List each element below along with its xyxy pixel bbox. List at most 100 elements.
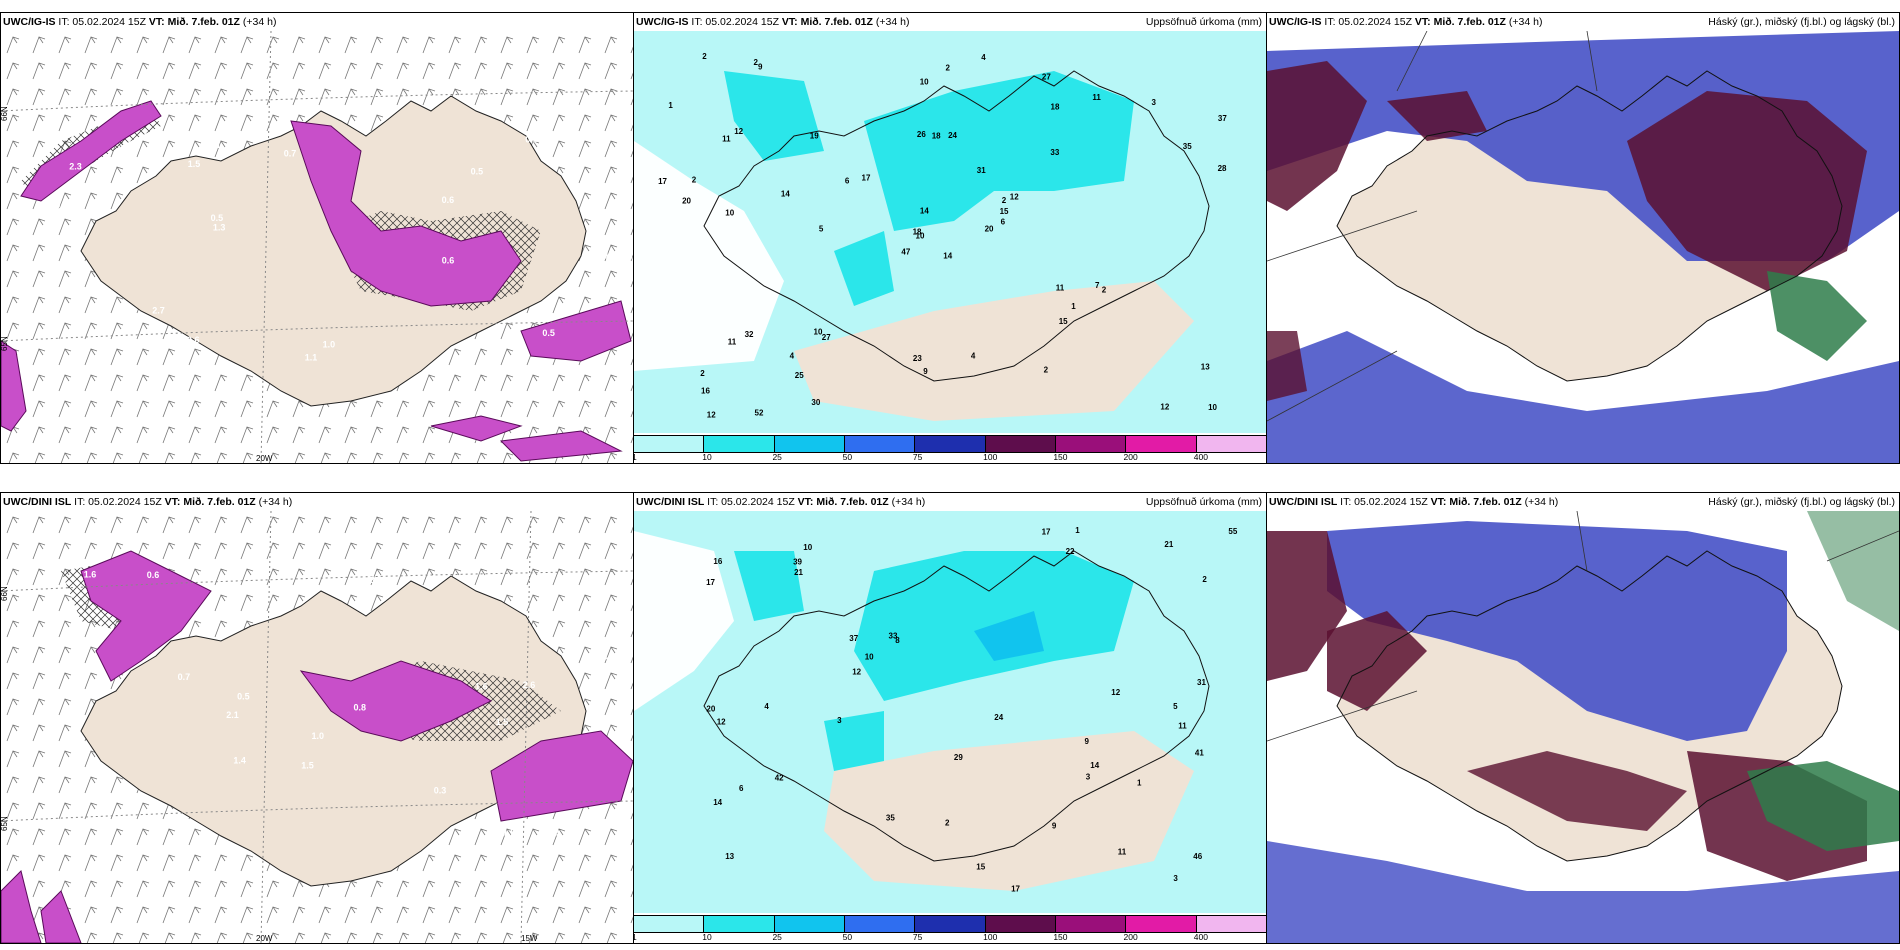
init-time: IT: 05.02.2024 15Z — [74, 496, 162, 508]
value-label: 2.1 — [226, 710, 239, 720]
value-label: 23 — [913, 354, 922, 363]
init-time: IT: 05.02.2024 15Z — [1324, 16, 1412, 28]
value-label: 18 — [1051, 103, 1060, 112]
legend-tick: 400 — [1193, 452, 1208, 462]
legend-swatch — [985, 916, 1056, 932]
value-label: 22 — [1066, 547, 1075, 556]
map-panel-snow-dini[interactable]: UWC/DINI ISL IT: 05.02.2024 15Z VT: Mið.… — [0, 492, 634, 944]
legend-tick: 10 — [702, 932, 712, 942]
value-label: 1.6 — [475, 681, 488, 691]
value-label: 28 — [1218, 164, 1227, 173]
value-label: 10 — [916, 231, 925, 240]
value-label: 1.5 — [188, 159, 201, 169]
value-label: 1.9 — [503, 827, 516, 837]
init-time: IT: 05.02.2024 15Z — [1340, 496, 1428, 508]
value-label: 2 — [692, 176, 697, 185]
value-label: 1 — [1071, 302, 1076, 311]
legend-tick: 1 — [634, 452, 637, 462]
value-label: 35 — [1183, 142, 1192, 151]
value-label: 13 — [725, 852, 734, 861]
value-label: 12 — [734, 127, 743, 136]
value-label: 0.7 — [284, 149, 297, 159]
legend-swatch — [1126, 436, 1197, 452]
legend-tick: 50 — [842, 932, 853, 942]
value-label: 12 — [1111, 688, 1120, 697]
value-label: 17 — [1011, 885, 1020, 894]
map-panel-clouds-igis[interactable]: UWC/IG-IS IT: 05.02.2024 15Z VT: Mið. 7.… — [1266, 12, 1900, 464]
precip-value-labels: 9111310811142237171720164635312924334255… — [706, 526, 1238, 894]
value-label: 2 — [1102, 286, 1107, 295]
value-label: 10 — [1208, 403, 1217, 412]
value-label: 0.9 — [525, 134, 538, 144]
value-label: 1 — [668, 101, 673, 110]
map-panel-snow-igis[interactable]: UWC/IG-IS IT: 05.02.2024 15Z VT: Mið. 7.… — [0, 12, 634, 464]
value-label: 19 — [810, 132, 819, 141]
value-label: 33 — [889, 631, 898, 640]
legend-swatch — [1196, 916, 1266, 932]
valid-time: Mið. 7.feb. 01Z — [1433, 16, 1506, 28]
value-label: 15 — [1000, 207, 1009, 216]
valid-time-label: VT: — [1430, 496, 1447, 508]
value-label: 42 — [775, 773, 784, 782]
panel-title: Háský (gr.), miðský (fj.bl.) og lágský (… — [1708, 496, 1895, 508]
value-label: 0.5 — [471, 167, 484, 177]
legend-swatch — [774, 916, 845, 932]
value-label: 8 — [895, 636, 900, 645]
map-panel-precip-igis[interactable]: UWC/IG-IS IT: 05.02.2024 15Z VT: Mið. 7.… — [633, 12, 1267, 464]
value-label: 12 — [852, 667, 861, 676]
value-label: 17 — [862, 174, 871, 183]
value-label: 12 — [717, 717, 726, 726]
legend-tick: 200 — [1123, 932, 1138, 942]
value-label: 37 — [849, 634, 858, 643]
value-label: 15 — [976, 862, 985, 871]
legend-swatch — [634, 436, 705, 452]
valid-time: Mið. 7.feb. 01Z — [1449, 496, 1522, 508]
value-label: 6 — [1001, 218, 1006, 227]
snow-value-labels: 2.3 1.5 0.6 1.0 0.9 1.1 0.6 1.3 1.1 1.71.6 2.1 0.5 2… — [55, 132, 632, 363]
value-label: 47 — [901, 248, 910, 257]
panel-header: UWC/DINI ISL IT: 05.02.2024 15Z VT: Mið.… — [634, 493, 1266, 511]
valid-time: Mið. 7.feb. 01Z — [816, 496, 889, 508]
legend-tick: 75 — [912, 452, 923, 462]
value-label: 4 — [764, 702, 769, 711]
panel-header: UWC/DINI ISL IT: 05.02.2024 15Z VT: Mið.… — [1, 493, 633, 511]
map-panel-precip-dini[interactable]: UWC/DINI ISL IT: 05.02.2024 15Z VT: Mið.… — [633, 492, 1267, 944]
value-label: 6 — [739, 784, 744, 793]
value-label: 2 — [1202, 575, 1207, 584]
value-label: 1.0 — [323, 340, 336, 350]
lead-time: (+34 h) — [242, 16, 277, 28]
value-label: 18 — [932, 131, 941, 140]
precip-map: 1411102227272418209101037473352263132171… — [634, 31, 1266, 435]
panel-header: UWC/DINI ISL IT: 05.02.2024 15Z VT: Mið.… — [1267, 493, 1899, 511]
cloud-cover-map — [1267, 31, 1899, 463]
model-name: UWC/DINI ISL — [1269, 496, 1338, 508]
snow-wind-map: 66N 65N 20W 2.3 1.5 0.6 1.0 0.9 1.1 0.6 1.3 1.1 1… — [1, 31, 633, 463]
value-label: 32 — [745, 330, 754, 339]
value-label: 1.5 — [301, 760, 314, 770]
value-label: 11 — [722, 134, 731, 143]
value-label: 5 — [819, 225, 824, 234]
value-label: 14 — [943, 252, 952, 261]
legend-tick: 100 — [983, 932, 998, 942]
value-label: 14 — [1090, 761, 1099, 770]
value-label: 12 — [707, 411, 716, 420]
value-label: 27 — [1042, 72, 1051, 81]
legend-tick: 150 — [1053, 932, 1068, 942]
value-label: 2 — [946, 63, 951, 72]
map-panel-clouds-dini[interactable]: UWC/DINI ISL IT: 05.02.2024 15Z VT: Mið.… — [1266, 492, 1900, 944]
value-label: 4 — [971, 351, 976, 360]
legend-swatch — [774, 436, 845, 452]
value-label: 9 — [923, 367, 928, 376]
value-label: 46 — [1193, 852, 1202, 861]
value-label: 11 — [1118, 847, 1127, 856]
legend-swatch — [704, 916, 775, 932]
legend-tick: 75 — [912, 932, 923, 942]
legend-swatch — [844, 436, 916, 452]
precip-value-labels: 1411102227272418209101037473352263132171… — [658, 52, 1227, 420]
legend-tick: 150 — [1053, 452, 1068, 462]
value-label: 1.7 — [620, 256, 633, 266]
value-label: 2 — [1002, 196, 1007, 205]
value-label: 0.5 — [211, 213, 224, 223]
valid-time-label: VT: — [148, 16, 165, 28]
model-name: UWC/DINI ISL — [3, 496, 72, 508]
